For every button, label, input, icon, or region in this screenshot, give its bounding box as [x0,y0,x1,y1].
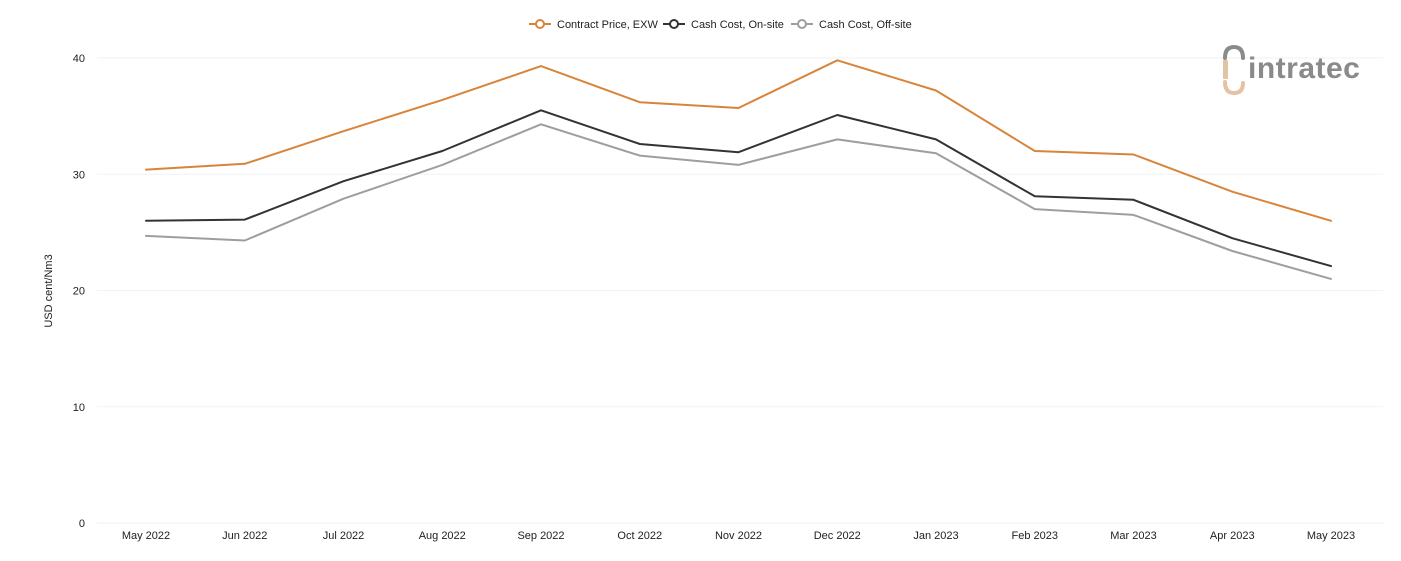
data-point[interactable] [140,164,152,176]
data-point[interactable] [239,158,251,170]
data-point[interactable] [338,125,350,137]
legend-marker-icon [535,19,545,29]
x-tick-label: Jan 2023 [913,530,958,542]
data-point[interactable] [535,118,547,130]
x-tick-label: Feb 2023 [1012,530,1058,542]
data-point[interactable] [831,54,843,66]
data-point[interactable] [338,175,350,187]
legend[interactable]: Contract Price, EXW Cash Cost, On-site Cas… [529,19,912,31]
data-point[interactable] [436,145,448,157]
data-point[interactable] [1029,190,1041,202]
x-tick-label: Dec 2022 [814,530,861,542]
x-tick-label: Mar 2023 [1110,530,1156,542]
data-point[interactable] [239,214,251,226]
y-tick-label: 20 [73,286,85,298]
data-point[interactable] [930,133,942,145]
x-tick-label: Jun 2022 [222,530,267,542]
y-tick-label: 40 [73,53,85,65]
series-layer [140,54,1337,285]
y-tick-label: 30 [73,169,85,181]
x-tick-label: Nov 2022 [715,530,762,542]
x-tick-label: Apr 2023 [1210,530,1255,542]
legend-marker-icon [797,19,807,29]
y-tick-label: 0 [79,518,85,530]
data-point[interactable] [1226,186,1238,198]
data-point[interactable] [1128,209,1140,221]
legend-item-3[interactable]: Cash Cost, Off-site [791,19,912,31]
legend-item-1[interactable]: Contract Price, EXW [529,19,658,31]
data-point[interactable] [733,102,745,114]
data-point[interactable] [1325,273,1337,285]
x-tick-label: Sep 2022 [517,530,564,542]
data-point[interactable] [1325,215,1337,227]
y-tick-label: 10 [73,402,85,414]
data-point[interactable] [1128,194,1140,206]
data-point[interactable] [831,109,843,121]
intratec-logo: intratec [1223,44,1360,96]
data-point[interactable] [436,159,448,171]
data-point[interactable] [1029,145,1041,157]
x-tick-label: May 2023 [1307,530,1355,542]
data-point[interactable] [1029,203,1041,215]
data-point[interactable] [1325,260,1337,272]
data-point[interactable] [634,138,646,150]
data-point[interactable] [1226,245,1238,257]
x-tick-label: Jul 2022 [323,530,365,542]
data-point[interactable] [634,96,646,108]
y-axis-label: USD cent/Nm3 [43,254,55,327]
series-line-3 [145,123,1332,280]
x-tick-label: Oct 2022 [617,530,662,542]
data-point[interactable] [733,146,745,158]
data-point[interactable] [239,235,251,247]
data-point[interactable] [930,147,942,159]
data-point[interactable] [140,230,152,242]
data-point[interactable] [634,150,646,162]
legend-marker-icon [669,19,679,29]
data-point[interactable] [436,94,448,106]
y-axis-ticks: 0 10 20 30 40 [73,53,85,530]
data-point[interactable] [535,104,547,116]
data-point[interactable] [535,60,547,72]
grid-layer [97,57,1383,524]
data-point[interactable] [831,133,843,145]
data-point[interactable] [1226,232,1238,244]
legend-item-2[interactable]: Cash Cost, On-site [663,19,784,31]
data-point[interactable] [140,215,152,227]
data-point[interactable] [1128,148,1140,160]
legend-label: Cash Cost, On-site [691,19,784,31]
legend-label: Contract Price, EXW [557,19,658,31]
data-point[interactable] [930,85,942,97]
logo-mark-icon [1223,44,1245,96]
logo-text: intratec [1248,52,1360,85]
series-line-1 [145,59,1332,222]
x-tick-label: Aug 2022 [419,530,466,542]
data-point[interactable] [338,193,350,205]
x-axis-ticks: May 2022 Jun 2022 Jul 2022 Aug 2022 Sep 2022… [122,530,1355,542]
series-line-2 [145,109,1332,268]
x-tick-label: May 2022 [122,530,170,542]
legend-label: Cash Cost, Off-site [819,19,912,31]
data-point[interactable] [733,159,745,171]
